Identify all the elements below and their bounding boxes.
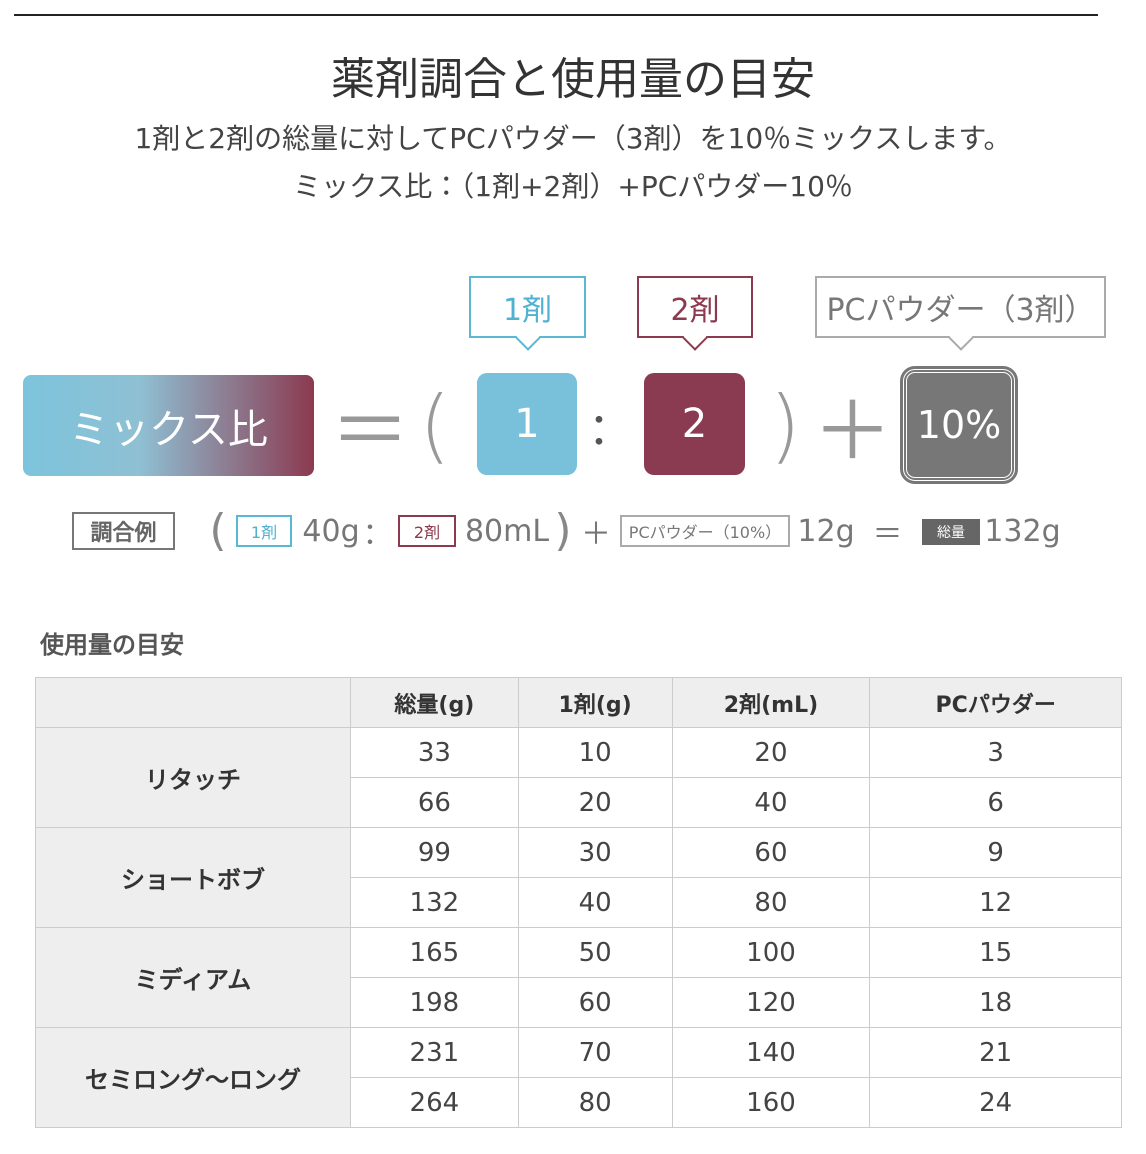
row: リタッチ 33 10 20 3 xyxy=(35,727,1122,828)
cell: 3 xyxy=(869,727,1122,778)
row: ショートボブ 99 30 60 9 xyxy=(35,827,1122,928)
cell: 80 xyxy=(671,877,871,928)
plus: ＋ xyxy=(581,517,611,552)
title: 薬剤調合と使用量の目安 xyxy=(331,54,815,105)
amount: 80mL xyxy=(464,513,550,549)
cell: 18 xyxy=(869,977,1122,1028)
cell: 15 xyxy=(869,927,1122,978)
group-label: ショートボブ xyxy=(35,827,351,928)
tag: PCパウダー（10%） xyxy=(620,515,790,547)
callout: PCパウダー（3剤） xyxy=(815,276,1106,338)
group-label: セミロング〜ロング xyxy=(35,1027,351,1128)
group-label: ミディアム xyxy=(35,927,351,1028)
row: 264 80 160 24 xyxy=(36,1077,1122,1128)
cell: 60 xyxy=(517,977,673,1028)
equals: ＝ xyxy=(872,517,903,552)
cell: 66 xyxy=(350,777,519,828)
header-cell: 1剤(g) xyxy=(517,677,673,728)
cell: 198 xyxy=(350,977,519,1028)
header-cell: 総量(g) xyxy=(350,677,519,728)
amount: 12g xyxy=(797,513,855,549)
group-label: リタッチ xyxy=(35,727,351,828)
cell: 160 xyxy=(671,1077,871,1128)
callout: 2剤 xyxy=(637,276,753,338)
powder-box: 10% xyxy=(900,366,1018,484)
tag: 1剤 xyxy=(236,515,292,547)
cell: 140 xyxy=(671,1027,871,1078)
cell: 9 xyxy=(869,827,1122,878)
cell: 30 xyxy=(517,827,673,878)
cell: 40 xyxy=(671,777,871,828)
cell: 120 xyxy=(671,977,871,1028)
tag: 総量 xyxy=(922,519,980,545)
row: 198 60 120 18 xyxy=(36,977,1122,1028)
ratio-box: 1 xyxy=(477,373,577,475)
tag: 2剤 xyxy=(398,515,456,547)
ratio-box: 2 xyxy=(644,373,745,475)
amount: 132g xyxy=(984,513,1061,549)
top-rule xyxy=(14,14,1098,16)
header-cell: PCパウダー xyxy=(869,677,1122,728)
subtitle: ミックス比：（1剤+2剤）+PCパウダー10％ xyxy=(293,170,853,203)
row: ミディアム 165 50 100 15 xyxy=(35,927,1122,1028)
colon: ： xyxy=(362,517,393,552)
row: 132 40 80 12 xyxy=(36,877,1122,928)
cell: 50 xyxy=(517,927,673,978)
table-title: 使用量の目安 xyxy=(40,630,184,659)
subtitle: 1剤と2剤の総量に対してPCパウダー（3剤）を10％ミックスします。 xyxy=(134,122,1012,155)
cell: 6 xyxy=(869,777,1122,828)
colon: ： xyxy=(588,404,632,455)
cell: 24 xyxy=(869,1077,1122,1128)
equals: ＝ xyxy=(330,385,410,478)
cell: 20 xyxy=(671,727,871,778)
plus: ＋ xyxy=(812,385,893,478)
callout: 1剤 xyxy=(469,276,586,338)
example-label: 調合例 xyxy=(72,512,175,550)
cell: 10 xyxy=(517,727,673,778)
mix-label: ミックス比 xyxy=(23,375,314,476)
cell: 264 xyxy=(350,1077,519,1128)
amount: 40g xyxy=(302,513,360,549)
usage-table: 総量(g) 1剤(g) 2剤(mL) PCパウダー リタッチ 33 10 20 3 66 20 40 6… xyxy=(35,677,1122,1128)
header-cell xyxy=(35,677,351,728)
cell: 70 xyxy=(517,1027,673,1078)
cell: 60 xyxy=(671,827,871,878)
cell: 132 xyxy=(350,877,519,928)
cell: 99 xyxy=(350,827,519,878)
cell: 40 xyxy=(517,877,673,928)
cell: 33 xyxy=(350,727,519,778)
paren: ( xyxy=(419,378,451,472)
paren: ) xyxy=(554,504,572,556)
cell: 165 xyxy=(350,927,519,978)
cell: 20 xyxy=(517,777,673,828)
cell: 21 xyxy=(869,1027,1122,1078)
row: セミロング〜ロング 231 70 140 21 xyxy=(35,1027,1122,1128)
cell: 80 xyxy=(517,1077,673,1128)
paren: ) xyxy=(769,378,801,472)
cell: 12 xyxy=(869,877,1122,928)
paren: ( xyxy=(209,504,227,556)
header-cell: 2剤(mL) xyxy=(671,677,871,728)
header-row: 総量(g) 1剤(g) 2剤(mL) PCパウダー xyxy=(35,677,1122,728)
cell: 100 xyxy=(671,927,871,978)
cell: 231 xyxy=(350,1027,519,1078)
